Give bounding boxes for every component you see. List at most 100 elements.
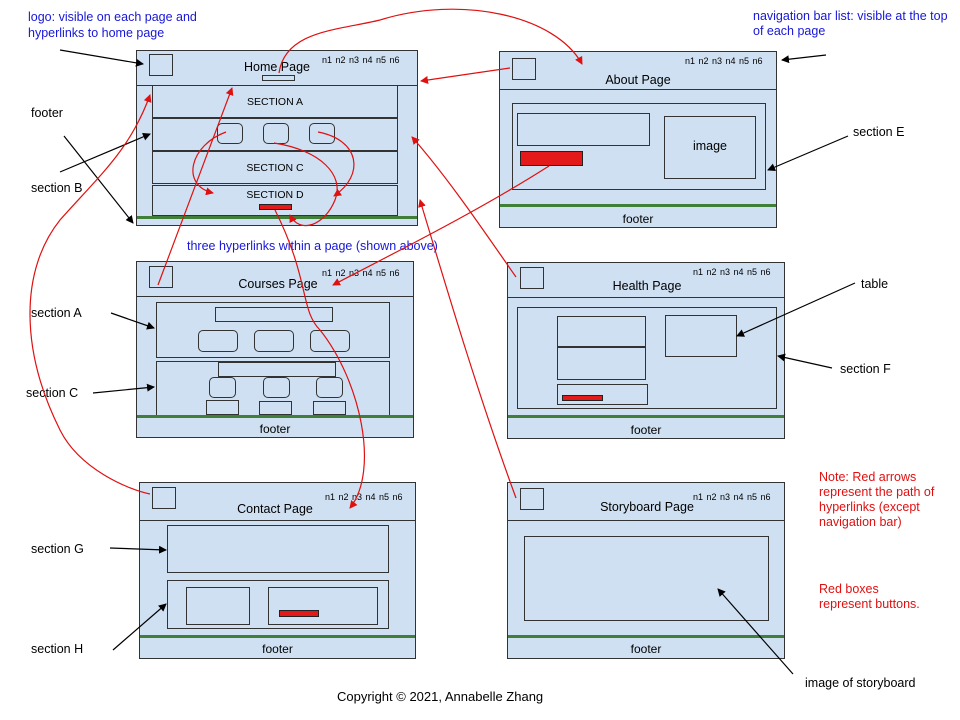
storyboard-logo-to-home-arrow [418, 199, 517, 499]
health-button-container [557, 384, 648, 405]
section-f-annotation-arrow [777, 353, 833, 369]
courses-card-2[interactable] [254, 330, 294, 352]
storyboard-logo[interactable] [520, 488, 544, 510]
health-header-divider [508, 297, 784, 298]
about-nav-bar[interactable]: n1 n2 n3 n4 n5 n6 [685, 56, 763, 66]
courses-page-title: Courses Page [238, 277, 318, 291]
logo-annotation: logo: visible on each page and hyperlink… [28, 10, 197, 40]
storyboard-nav-bar[interactable]: n1 n2 n3 n4 n5 n6 [693, 492, 771, 502]
courses-page-wireframe: Courses Page n1 n2 n3 n4 n5 n6 footer [136, 261, 414, 438]
red-box-note: Red boxes represent buttons. [819, 582, 920, 611]
health-button[interactable] [562, 395, 603, 401]
home-section-d-label: SECTION D [246, 189, 304, 201]
about-logo-to-home-arrow [420, 67, 511, 84]
courses-item-3[interactable] [316, 377, 343, 398]
health-footer: footer [630, 423, 662, 437]
courses-footer-line [137, 415, 413, 418]
health-logo-to-home-arrow [411, 136, 517, 278]
nav-annotation: navigation bar list: visible at the top … [753, 9, 948, 38]
home-section-b-card-3[interactable] [309, 123, 335, 144]
section-f-annotation: section F [840, 362, 891, 376]
health-logo[interactable] [520, 267, 544, 289]
courses-item-1[interactable] [209, 377, 236, 398]
storyboard-image-annotation-arrow [717, 588, 794, 675]
about-text-block [517, 113, 650, 146]
section-c-annotation: section C [26, 386, 79, 400]
contact-footer-line [140, 635, 415, 638]
footer-annotation: footer [31, 106, 63, 120]
courses-card-1[interactable] [198, 330, 238, 352]
home-logo[interactable] [149, 54, 173, 76]
section-h-annotation: section H [31, 642, 84, 656]
courses-nav-bar[interactable]: n1 n2 n3 n4 n5 n6 [322, 268, 400, 278]
home-section-d-button[interactable] [259, 204, 292, 210]
contact-footer: footer [262, 642, 293, 656]
contact-nav-bar[interactable]: n1 n2 n3 n4 n5 n6 [325, 492, 403, 502]
about-image-label: image [692, 139, 728, 153]
about-header-divider [500, 89, 776, 90]
contact-section-h [167, 580, 389, 629]
storyboard-page-title: Storyboard Page [600, 500, 694, 514]
about-button-to-courses-arrow [332, 165, 550, 286]
health-info-block-1 [557, 316, 646, 347]
about-page-wireframe: About Page n1 n2 n3 n4 n5 n6 image foote… [499, 51, 777, 228]
health-nav-bar[interactable]: n1 n2 n3 n4 n5 n6 [693, 267, 771, 277]
courses-card-3[interactable] [310, 330, 350, 352]
red-arrow-note: Note: Red arrows represent the path of h… [819, 470, 935, 529]
section-e-annotation: section E [853, 125, 905, 139]
storyboard-page-wireframe: Storyboard Page n1 n2 n3 n4 n5 n6 footer [507, 482, 785, 659]
nav-annotation-arrow [781, 54, 827, 64]
section-b-annotation: section B [31, 181, 83, 195]
home-page-title: Home Page [243, 60, 310, 74]
contact-section-g [167, 525, 389, 573]
about-footer: footer [622, 212, 654, 226]
section-g-annotation-arrow [109, 545, 167, 554]
home-section-b [152, 118, 398, 151]
about-button[interactable] [520, 151, 583, 166]
about-section-e: image [512, 103, 766, 190]
home-nav-bar[interactable]: n1 n2 n3 n4 n5 n6 [322, 55, 400, 65]
health-footer-line [508, 415, 784, 418]
section-h-annotation-arrow [112, 603, 167, 651]
courses-footer: footer [259, 422, 291, 436]
section-b-annotation-arrow [59, 133, 151, 173]
about-footer-line [500, 204, 776, 207]
home-page-wireframe: Home Page n1 n2 n3 n4 n5 n6 SECTION A SE… [136, 50, 418, 226]
health-page-title: Health Page [612, 279, 682, 293]
contact-form-block [186, 587, 250, 625]
courses-section-a-header [215, 307, 333, 322]
courses-header-divider [137, 296, 413, 297]
section-e-annotation-arrow [767, 135, 849, 171]
three-links-annotation: three hyperlinks within a page (shown ab… [187, 239, 438, 253]
about-image-box: image [664, 116, 756, 179]
section-a-annotation: section A [31, 306, 82, 320]
home-section-c-label: SECTION C [246, 162, 304, 174]
home-section-a-label: SECTION A [246, 96, 303, 108]
section-c-annotation-arrow [92, 383, 155, 394]
section-g-annotation: section G [31, 542, 84, 556]
table-annotation: table [861, 277, 889, 291]
home-button-to-contact-arrow [274, 209, 366, 509]
about-logo[interactable] [512, 58, 536, 80]
storyboard-image-annotation: image of storyboard [805, 676, 916, 690]
home-title-button [262, 75, 295, 81]
footer-annotation-arrow [63, 135, 134, 224]
courses-item-2-caption [259, 401, 292, 415]
home-to-about-link-arrow [278, 8, 583, 74]
storyboard-footer-line [508, 635, 784, 638]
home-footer-line [137, 216, 417, 219]
contact-submit-button[interactable] [279, 610, 319, 617]
home-section-b-card-1[interactable] [217, 123, 243, 144]
contact-logo[interactable] [152, 487, 176, 509]
contact-header-divider [140, 520, 415, 521]
contact-page-wireframe: Contact Page n1 n2 n3 n4 n5 n6 footer [139, 482, 416, 659]
card1-to-section-d-arrow [192, 131, 227, 196]
storyboard-image-area [524, 536, 769, 621]
contact-logo-to-home-arrow [29, 94, 152, 495]
courses-logo-to-home-arrow [157, 87, 234, 286]
card3-to-section-d-arrow [317, 131, 355, 197]
courses-section-c-header [218, 362, 336, 377]
courses-item-2[interactable] [263, 377, 290, 398]
storyboard-header-divider [508, 520, 784, 521]
